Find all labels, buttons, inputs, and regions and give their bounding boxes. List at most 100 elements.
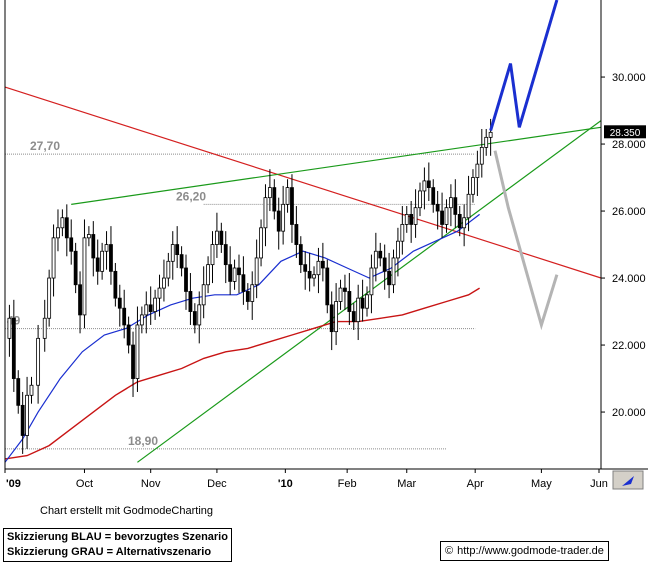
x-tick-label: Feb [338,478,357,490]
candle-body [259,227,263,259]
candle-body [36,337,41,386]
candle-body [347,291,352,312]
candle-body [453,197,458,215]
candle-body [312,274,316,279]
candle-body [166,260,171,279]
current-price-badge-bg [604,125,646,139]
candle-body [320,260,325,269]
candle-body [56,227,60,239]
candle-body [338,287,343,302]
candle-body [444,207,449,225]
candle-body [95,257,100,272]
y-tick-label: 26.000 [612,206,646,218]
candle-body [484,136,489,148]
candle-body [42,317,47,339]
candle-body [197,304,202,326]
candle-body [192,311,197,326]
candle-body [117,297,122,309]
candle-body [391,257,396,286]
x-tick-label: '10 [278,478,293,490]
candle-body [475,163,480,178]
candle-body [60,217,65,229]
candle-body [64,217,69,239]
candle-body [25,394,29,436]
candle-body [104,244,109,252]
x-tick-label: May [531,478,552,490]
candle-body [206,264,210,286]
scenario-sketches [489,0,559,331]
candle-body [303,264,308,272]
candle-body [73,250,78,286]
price-bars [7,118,493,454]
gray-scenario-path [493,150,559,331]
candle-body [426,180,431,188]
source-link[interactable]: © http://www.godmode-trader.de [440,541,609,561]
source-url: http://www.godmode-trader.de [457,545,604,557]
candle-body [135,324,140,379]
x-tick-label: Nov [141,478,161,490]
candle-body [122,307,127,326]
candle-body [422,180,427,192]
y-tick-label: 30.000 [612,72,646,84]
candle-body [109,244,113,272]
chart-cursor-icon [622,476,634,486]
candle-body [232,267,237,282]
candle-body [148,304,153,312]
candle-body [179,254,184,269]
candle-body [413,207,418,225]
candle-body [373,250,378,269]
candle-body [86,234,91,239]
y-tick-label: 24.000 [612,273,646,285]
candle-body [20,404,25,436]
candle-body [250,284,255,302]
legend-blue: Skizzierung BLAU = bevorzugtes Szenario [7,531,228,543]
candle-body [78,284,82,316]
x-tick-label: '09 [6,478,21,490]
candle-body [139,314,144,326]
candle-body [241,274,246,292]
candle-body [51,237,56,279]
candle-body [245,291,250,302]
candle-body [157,287,162,299]
legend-gray: Skizzierung GRAU = Alternativszenario [7,546,212,558]
candle-body [360,297,365,309]
candle-body [382,257,387,272]
candle-body [175,244,180,256]
candle-body [184,267,188,292]
green-upper-trend-line [71,126,602,205]
candle-body [153,297,158,312]
toolbar-button[interactable] [612,470,644,490]
x-tick-label: Jun [590,478,608,490]
y-axis-ticks: 20.000 22.000 24.000 26.000 28.000 30.000 [601,72,646,419]
candle-body [343,287,347,292]
x-tick-label: Oct [76,478,93,490]
candle-body [298,244,303,266]
candle-body [272,187,277,212]
candle-body [162,277,166,289]
level-label: 18,90 [128,434,158,448]
candle-body [307,270,312,279]
candle-body [466,193,471,219]
candle-body [369,267,374,296]
x-tick-label: Apr [467,478,484,490]
y-tick-label: 28.000 [612,139,646,151]
candle-body [11,317,16,379]
candle-body [471,177,475,195]
candle-body [409,213,414,225]
level-label: 26,20 [176,189,206,203]
candle-body [113,270,118,299]
red-moving-average [4,287,480,460]
candle-body [82,237,87,316]
candle-body [316,260,321,276]
blue-moving-average [4,213,480,463]
red-trend-line [4,86,602,279]
candle-body [210,244,215,266]
blue-scenario-path [489,0,559,132]
green-lower-trend-line [137,120,602,463]
candle-body [329,304,334,333]
x-axis-ticks: '09 Oct Nov Dec '10 Feb Mar Apr May Jun [4,469,608,490]
candle-body [131,344,135,379]
candle-body [91,234,96,259]
